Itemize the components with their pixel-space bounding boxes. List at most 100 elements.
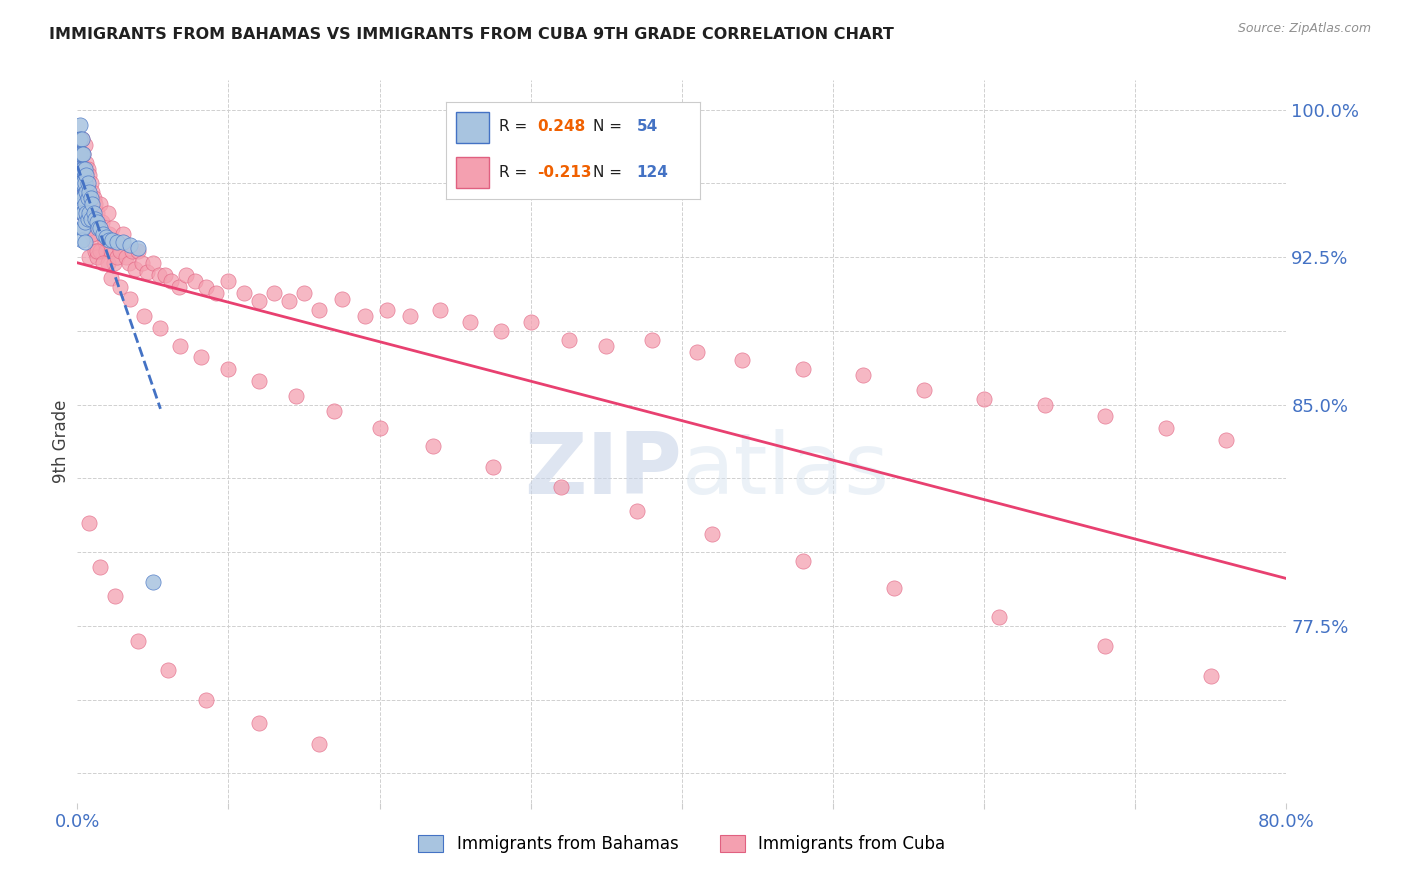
Point bbox=[852, 368, 875, 383]
Point bbox=[489, 324, 512, 338]
Point bbox=[75, 156, 97, 170]
Point bbox=[114, 250, 136, 264]
Point bbox=[108, 279, 131, 293]
Point bbox=[218, 362, 240, 376]
Text: atlas: atlas bbox=[682, 429, 890, 512]
Point bbox=[96, 206, 118, 220]
Point bbox=[69, 147, 91, 161]
Point bbox=[731, 353, 754, 368]
Point bbox=[132, 309, 155, 323]
Point bbox=[69, 177, 91, 191]
Point bbox=[80, 220, 103, 235]
Point bbox=[83, 191, 105, 205]
Point bbox=[1199, 669, 1222, 683]
Text: ZIP: ZIP bbox=[524, 429, 682, 512]
Point bbox=[70, 147, 93, 161]
Point bbox=[247, 374, 270, 388]
Text: IMMIGRANTS FROM BAHAMAS VS IMMIGRANTS FROM CUBA 9TH GRADE CORRELATION CHART: IMMIGRANTS FROM BAHAMAS VS IMMIGRANTS FR… bbox=[49, 27, 894, 42]
Point bbox=[429, 303, 451, 318]
Point bbox=[72, 191, 94, 205]
Point bbox=[72, 220, 94, 235]
Point bbox=[104, 235, 127, 250]
Point bbox=[79, 516, 101, 530]
Point bbox=[82, 197, 104, 211]
Point bbox=[626, 504, 648, 518]
Point bbox=[82, 227, 104, 241]
Point bbox=[70, 197, 93, 211]
Point bbox=[98, 233, 121, 247]
Point bbox=[557, 333, 579, 347]
Point bbox=[292, 285, 315, 300]
Point bbox=[72, 147, 94, 161]
Point bbox=[79, 250, 101, 264]
Point bbox=[86, 244, 108, 259]
Point bbox=[104, 590, 127, 604]
Point bbox=[232, 285, 254, 300]
Point bbox=[101, 233, 124, 247]
Point bbox=[912, 383, 935, 397]
Point bbox=[84, 197, 107, 211]
Point bbox=[80, 191, 103, 205]
Point bbox=[67, 132, 90, 146]
Point bbox=[686, 344, 709, 359]
Point bbox=[121, 244, 143, 259]
Point bbox=[988, 610, 1011, 624]
Point bbox=[73, 177, 96, 191]
Point bbox=[91, 227, 114, 241]
Point bbox=[73, 191, 96, 205]
Point bbox=[205, 285, 228, 300]
Point bbox=[323, 403, 346, 417]
Point bbox=[73, 215, 96, 229]
Point bbox=[69, 118, 91, 132]
Point bbox=[79, 209, 101, 223]
Point bbox=[458, 315, 481, 329]
Point bbox=[91, 227, 114, 241]
Point bbox=[111, 227, 134, 241]
Point bbox=[247, 294, 270, 309]
Point bbox=[93, 235, 115, 250]
Point bbox=[278, 294, 301, 309]
Point bbox=[69, 132, 91, 146]
Point bbox=[190, 351, 212, 365]
Point bbox=[375, 303, 398, 318]
Point bbox=[308, 303, 330, 318]
Point bbox=[77, 191, 100, 205]
Point bbox=[72, 161, 94, 176]
Point bbox=[520, 315, 543, 329]
Point bbox=[73, 177, 96, 191]
Point bbox=[89, 560, 111, 574]
Point bbox=[482, 459, 505, 474]
Point bbox=[80, 177, 103, 191]
Point bbox=[70, 132, 93, 146]
Point bbox=[127, 241, 149, 255]
Point bbox=[111, 235, 134, 250]
Point bbox=[167, 279, 190, 293]
Point bbox=[118, 256, 141, 270]
Text: Source: ZipAtlas.com: Source: ZipAtlas.com bbox=[1237, 22, 1371, 36]
Point bbox=[160, 274, 183, 288]
Point bbox=[91, 256, 114, 270]
Point bbox=[70, 161, 93, 176]
Y-axis label: 9th Grade: 9th Grade bbox=[52, 400, 70, 483]
Point bbox=[973, 392, 995, 406]
Point bbox=[82, 186, 104, 200]
Point bbox=[105, 235, 128, 250]
Point bbox=[67, 177, 90, 191]
Point bbox=[883, 581, 905, 595]
Point bbox=[1154, 421, 1177, 435]
Point bbox=[80, 211, 103, 226]
Point bbox=[69, 191, 91, 205]
Point bbox=[86, 215, 108, 229]
Point bbox=[148, 268, 170, 282]
Point bbox=[79, 168, 101, 182]
Point bbox=[157, 663, 180, 677]
Point bbox=[127, 244, 149, 259]
Point bbox=[108, 244, 131, 259]
Point bbox=[218, 274, 240, 288]
Point bbox=[75, 206, 97, 220]
Point bbox=[70, 191, 93, 205]
Point bbox=[72, 177, 94, 191]
Point bbox=[70, 206, 93, 220]
Point bbox=[194, 692, 217, 706]
Point bbox=[87, 220, 110, 235]
